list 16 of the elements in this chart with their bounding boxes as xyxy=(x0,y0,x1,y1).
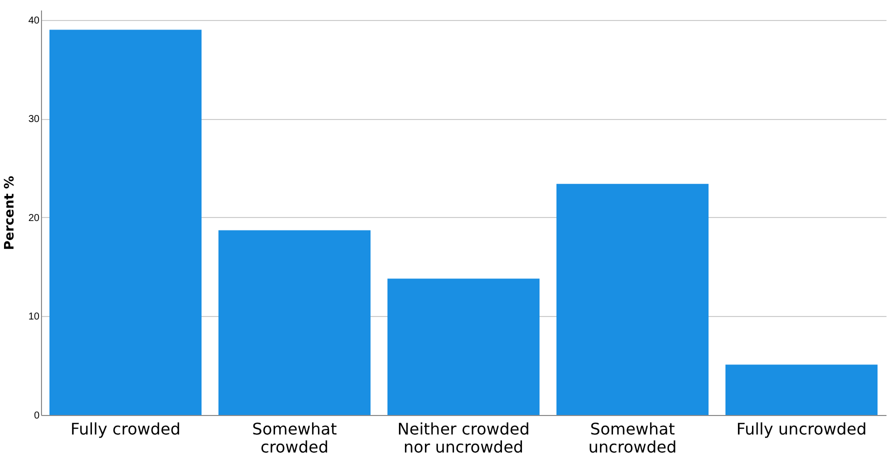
y-axis-title: Percent % xyxy=(2,176,18,250)
x-tick-label: Neither crowded nor uncrowded xyxy=(397,420,530,456)
x-tick-label: Somewhat uncrowded xyxy=(588,420,677,456)
y-tick-label: 30 xyxy=(28,114,40,126)
bar xyxy=(556,184,709,415)
bar xyxy=(387,278,540,415)
x-tick-label: Fully uncrowded xyxy=(736,420,867,438)
bar xyxy=(725,364,878,415)
y-tick-label: 40 xyxy=(28,15,40,26)
x-tick-label: Fully crowded xyxy=(70,420,180,438)
y-tick-label: 10 xyxy=(28,312,40,323)
x-tick-label: Somewhat crowded xyxy=(252,420,337,456)
y-tick-label: 20 xyxy=(28,212,40,224)
bar xyxy=(49,30,202,415)
y-tick-label: 0 xyxy=(34,410,40,422)
bar xyxy=(218,230,371,415)
